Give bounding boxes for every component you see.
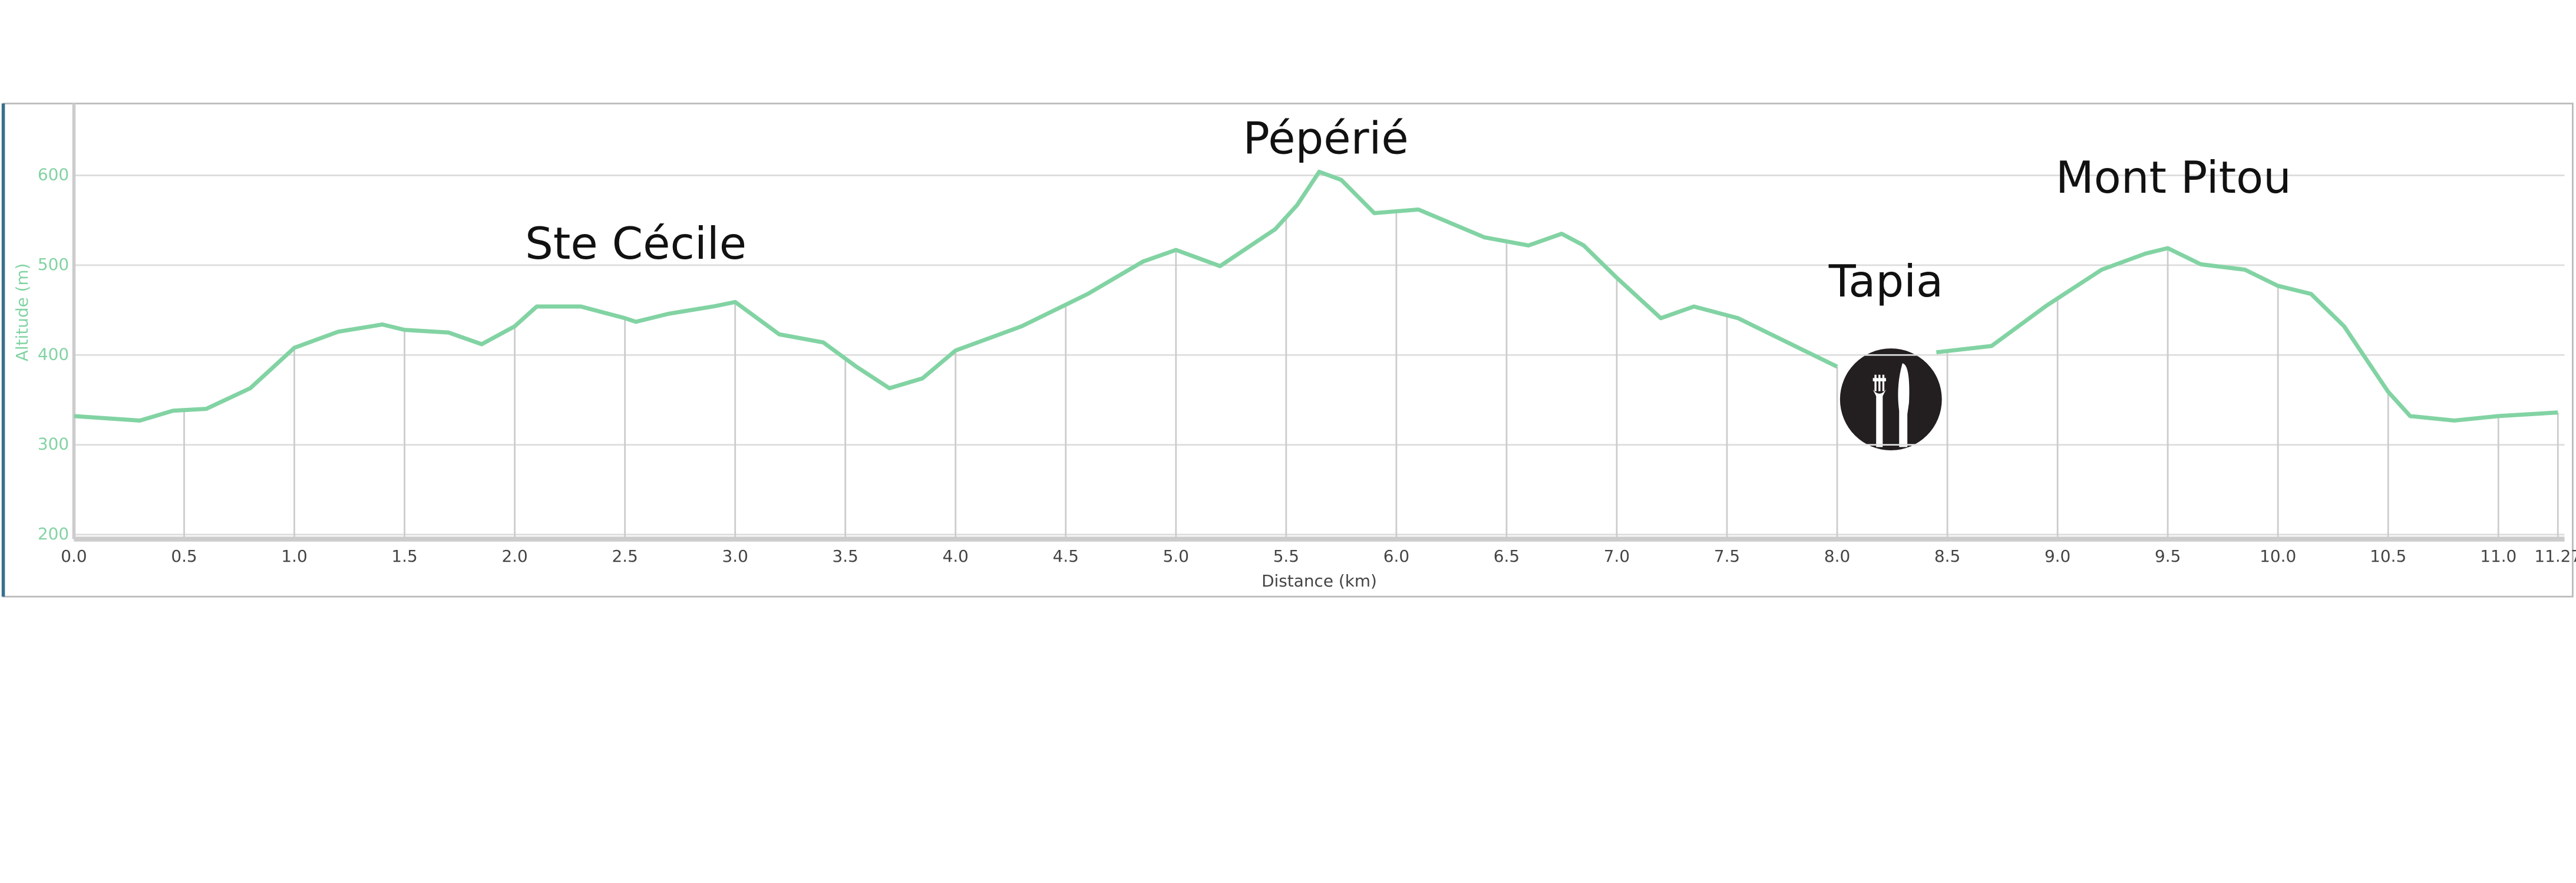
x-tick-label: 1.5 (391, 546, 417, 566)
x-tick-label: 2.0 (501, 546, 527, 566)
x-tick-label: 7.5 (1714, 546, 1740, 566)
annotation: Ste Cécile (525, 218, 747, 269)
y-tick-label: 200 (38, 524, 69, 543)
x-tick-label: 8.0 (1824, 546, 1850, 566)
x-tick-label: 10.5 (2370, 546, 2406, 566)
x-tick-label: 0.0 (61, 546, 87, 566)
x-axis-title: Distance (km) (1261, 571, 1377, 591)
chart-frame (2, 103, 2574, 598)
altitude-line (74, 169, 2558, 423)
x-tick-label: 7.0 (1604, 546, 1630, 566)
y-tick-label: 500 (38, 255, 69, 274)
x-tick-label: 4.0 (943, 546, 969, 566)
annotation: Mont Pitou (2056, 151, 2291, 203)
x-tick-label: 4.5 (1053, 546, 1079, 566)
restaurant-icon (1839, 348, 1942, 451)
x-tick-label: 9.5 (2155, 546, 2181, 566)
x-tick-label: 6.0 (1383, 546, 1409, 566)
annotation: Pépérié (1243, 112, 1408, 164)
x-tick-label: 3.5 (833, 546, 858, 566)
x-tick-label: 2.5 (612, 546, 638, 566)
x-tick-label: 11.0 (2480, 546, 2516, 566)
x-tick-label: 8.5 (1934, 546, 1960, 566)
x-tick-label: 5.0 (1163, 546, 1189, 566)
x-tick-label: 11.27 (2534, 546, 2576, 566)
x-tick-label: 9.0 (2045, 546, 2070, 566)
x-tick-label: 0.5 (171, 546, 197, 566)
x-tick-label: 6.5 (1494, 546, 1520, 566)
x-tick-label: 5.5 (1273, 546, 1299, 566)
x-tick-label: 3.0 (722, 546, 748, 566)
y-tick-label: 300 (38, 434, 69, 454)
x-tick-label: 10.0 (2260, 546, 2296, 566)
x-tick-label: 1.0 (281, 546, 307, 566)
y-tick-label: 400 (38, 344, 69, 364)
annotation: Tapia (1828, 255, 1943, 307)
y-tick-label: 600 (38, 165, 69, 184)
y-axis-title: Altitude (m) (12, 263, 32, 361)
